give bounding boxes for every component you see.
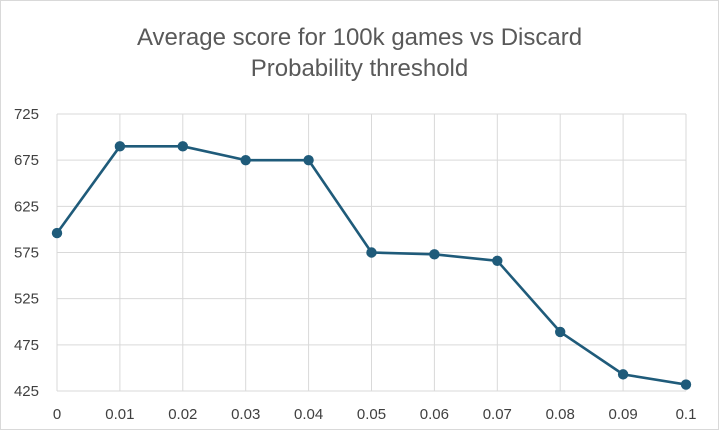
data-point <box>492 255 503 267</box>
chart-title-line-1: Average score for 100k games vs Discard <box>136 24 583 51</box>
chart-title: Average score for 100k games vs Discard … <box>0 22 719 84</box>
y-tick-label: 625 <box>14 198 39 215</box>
x-tick-label: 0.04 <box>294 406 323 423</box>
data-point <box>51 227 63 239</box>
data-point <box>617 369 629 380</box>
x-tick-label: 0.01 <box>105 406 134 423</box>
chart-title-line-2: Probability threshold <box>250 55 469 82</box>
y-tick-label: 675 <box>14 152 39 169</box>
y-tick-label: 425 <box>14 383 39 400</box>
y-tick-label: 525 <box>14 291 39 308</box>
y-tick-label: 725 <box>14 106 39 123</box>
data-point <box>680 379 692 390</box>
x-axis-labels: 0 0.01 0.02 0.03 0.04 0.05 0.06 0.07 0.08 0.09 0.1 <box>53 406 697 423</box>
data-point <box>303 154 314 166</box>
data-point <box>177 141 188 152</box>
data-point <box>114 141 126 152</box>
x-tick-label: 0.02 <box>168 406 197 423</box>
data-point <box>555 326 566 338</box>
x-tick-label: 0.09 <box>608 406 637 423</box>
x-tick-label: 0.06 <box>420 406 449 423</box>
data-point <box>429 249 440 260</box>
x-tick-label: 0 <box>53 406 61 423</box>
y-axis-labels: 425 475 525 575 625 675 725 <box>14 106 39 400</box>
x-tick-label: 0.05 <box>357 406 386 423</box>
y-tick-label: 475 <box>14 337 39 354</box>
data-point <box>240 154 251 166</box>
x-tick-label: 0.07 <box>483 406 512 423</box>
x-tick-label: 0.08 <box>546 406 575 423</box>
x-tick-label: 0.03 <box>231 406 260 423</box>
y-tick-label: 575 <box>14 245 39 262</box>
x-tick-label: 0.1 <box>676 406 697 423</box>
series-layer <box>51 141 692 390</box>
data-point <box>366 247 377 258</box>
